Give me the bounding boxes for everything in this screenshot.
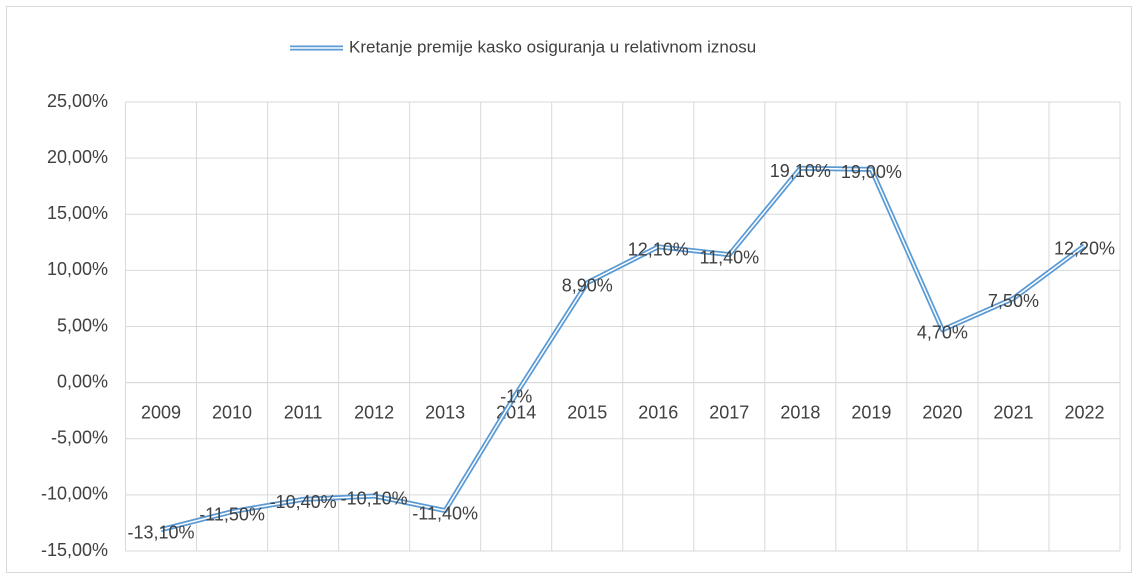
y-tick-label: 0,00% bbox=[57, 371, 108, 391]
chart-border bbox=[6, 6, 1132, 573]
data-label: -10,40% bbox=[270, 492, 337, 512]
data-label: 19,10% bbox=[770, 161, 831, 181]
y-tick-label: 15,00% bbox=[47, 203, 108, 223]
x-tick-label: 2013 bbox=[425, 402, 465, 422]
y-tick-label: 25,00% bbox=[47, 91, 108, 111]
x-tick-label: 2012 bbox=[354, 402, 394, 422]
x-tick-label: 2010 bbox=[212, 402, 252, 422]
data-label: -10,10% bbox=[341, 489, 408, 509]
x-tick-label: 2015 bbox=[567, 402, 607, 422]
series-line-inner bbox=[160, 167, 1085, 531]
data-label: -11,50% bbox=[199, 504, 265, 524]
data-label: -1% bbox=[500, 387, 532, 407]
x-tick-label: 2009 bbox=[141, 402, 181, 422]
y-tick-label: -5,00% bbox=[51, 428, 108, 448]
x-tick-label: 2018 bbox=[780, 402, 820, 422]
y-tick-label: 10,00% bbox=[47, 259, 108, 279]
data-label: 11,40% bbox=[699, 247, 759, 267]
data-label: 12,20% bbox=[1054, 238, 1115, 258]
data-label: 8,90% bbox=[562, 275, 613, 295]
y-tick-label: -10,00% bbox=[41, 484, 108, 504]
data-label: 7,50% bbox=[988, 291, 1039, 311]
x-tick-label: 2017 bbox=[709, 402, 749, 422]
x-tick-label: 2016 bbox=[638, 402, 678, 422]
legend-label: Kretanje premije kasko osiguranja u rela… bbox=[349, 37, 756, 56]
x-tick-label: 2011 bbox=[284, 402, 323, 422]
data-label: 12,10% bbox=[628, 240, 689, 260]
x-tick-label: 2019 bbox=[851, 402, 891, 422]
x-tick-label: 2020 bbox=[922, 402, 962, 422]
y-tick-label: -15,00% bbox=[41, 540, 108, 560]
y-tick-label: 20,00% bbox=[47, 147, 108, 167]
y-tick-label: 5,00% bbox=[57, 315, 108, 335]
data-label: 19,00% bbox=[841, 162, 902, 182]
x-tick-label: 2022 bbox=[1064, 402, 1104, 422]
data-label: -13,10% bbox=[127, 522, 194, 542]
data-label: -11,40% bbox=[412, 503, 478, 523]
data-label: 4,70% bbox=[917, 323, 968, 343]
x-tick-label: 2021 bbox=[993, 402, 1033, 422]
